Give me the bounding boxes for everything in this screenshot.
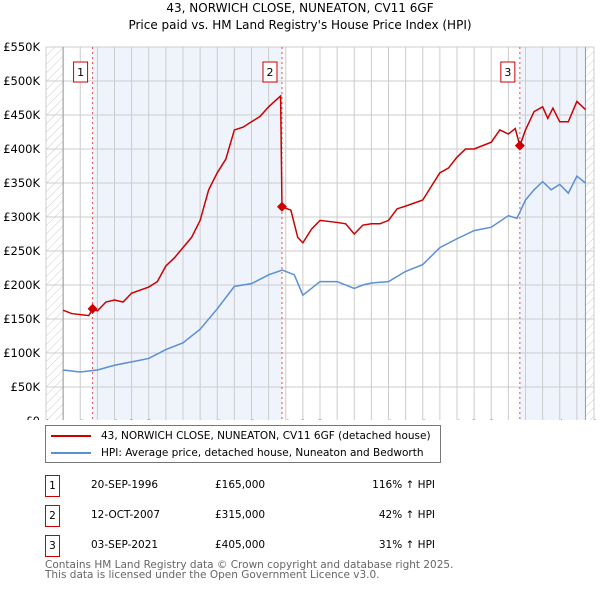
legend-item-property: 43, NORWICH CLOSE, NUNEATON, CV11 6GF (d… [46,428,431,444]
x-tick-label: 2003 [194,419,207,420]
x-tick-label: 2022 [520,419,533,420]
sale-label-box [73,61,89,83]
sale-hpi-change: 42% ↑ HPI [378,509,435,521]
chart-title: 43, NORWICH CLOSE, NUNEATON, CV11 6GF [166,1,434,15]
x-tick-label: 2013 [365,419,378,420]
x-tick-label: 2025 [571,419,584,420]
sale-number: 1 [45,475,60,497]
x-tick-label: 2004 [211,419,224,420]
sale-label-box [262,61,278,83]
sale-price: £315,000 [215,509,266,521]
x-tick-label: 2020 [485,419,498,420]
y-tick-label: £500K [3,74,40,88]
chart-subtitle: Price paid vs. HM Land Registry's House … [128,18,472,32]
x-tick-label: 2000 [143,419,156,420]
sale-number: 3 [45,535,60,557]
sale-point [276,201,287,212]
x-tick-label: 1998 [109,419,122,420]
legend-swatch [51,452,91,454]
sale-price: £405,000 [215,539,266,551]
legend-item-hpi: HPI: Average price, detached house, Nune… [46,445,423,461]
x-tick-label: 2016 [417,419,430,420]
x-tick-label: 2014 [383,419,396,420]
x-tick-label: 2015 [400,419,413,420]
x-tick-label: 1997 [91,419,104,420]
y-tick-label: £550K [3,40,40,54]
legend: 43, NORWICH CLOSE, NUNEATON, CV11 6GF (d… [45,425,441,463]
y-tick-label: £100K [3,346,40,360]
legend-swatch [51,435,91,437]
sale-point [514,140,525,151]
sale-hpi-change: 31% ↑ HPI [378,539,435,551]
x-tick-label: 2021 [502,419,515,420]
legend-label: HPI: Average price, detached house, Nune… [101,447,424,459]
y-tick-label: £200K [3,278,40,292]
sale-label: 3 [504,66,511,79]
x-tick-label: 1994 [40,419,53,420]
x-tick-label: 2002 [177,419,190,420]
sale-row: 3 03-SEP-2021 £405,000 31% ↑ HPI [45,535,445,557]
legend-label: 43, NORWICH CLOSE, NUNEATON, CV11 6GF (d… [101,430,431,442]
x-tick-label: 2018 [451,419,464,420]
y-tick-label: £250K [3,244,40,258]
shade-band [92,47,282,420]
no-data-hatch [585,47,594,420]
x-tick-label: 2008 [280,419,293,420]
y-tick-label: £450K [3,108,40,122]
sale-label-box [500,61,516,83]
footer-copyright: Contains HM Land Registry data © Crown c… [45,559,454,571]
x-tick-label: 2017 [434,419,447,420]
y-tick-label: £400K [3,142,40,156]
x-tick-label: 1996 [74,419,87,420]
x-tick-label: 2009 [297,419,310,420]
sale-row: 2 12-OCT-2007 £315,000 42% ↑ HPI [45,505,445,527]
sale-point [87,303,98,314]
sale-date: 20-SEP-1996 [91,479,159,491]
sale-hpi-change: 116% ↑ HPI [372,479,435,491]
x-tick-label: 2026 [588,419,600,420]
hpi-line [63,175,586,373]
sale-label: 1 [77,66,84,79]
x-tick-label: 2023 [537,419,550,420]
x-tick-label: 2012 [348,419,361,420]
x-tick-label: 2010 [314,419,327,420]
sale-label: 2 [266,66,273,79]
sale-number: 2 [45,505,60,527]
x-tick-label: 2001 [160,419,173,420]
x-tick-label: 2011 [331,419,344,420]
y-tick-label: £0 [25,414,40,420]
y-tick-label: £350K [3,176,40,190]
property-price-line [62,94,586,317]
sale-price: £165,000 [215,479,266,491]
x-tick-label: 1999 [126,419,139,420]
x-tick-label: 2007 [263,419,276,420]
x-tick-label: 2019 [468,419,481,420]
x-tick-label: 2024 [554,419,567,420]
sale-row: 1 20-SEP-1996 £165,000 116% ↑ HPI [45,475,445,497]
no-data-hatch [46,47,64,420]
footer-licence: This data is licensed under the Open Gov… [45,569,380,581]
y-tick-label: £50K [11,380,41,394]
x-tick-label: 2005 [228,419,241,420]
y-tick-label: £150K [3,312,40,326]
sale-date: 03-SEP-2021 [91,539,159,551]
price-chart: 1994199519961997199819992000200120022003… [3,40,600,420]
y-tick-label: £300K [3,210,40,224]
x-tick-label: 2006 [246,419,259,420]
sale-date: 12-OCT-2007 [91,509,160,521]
